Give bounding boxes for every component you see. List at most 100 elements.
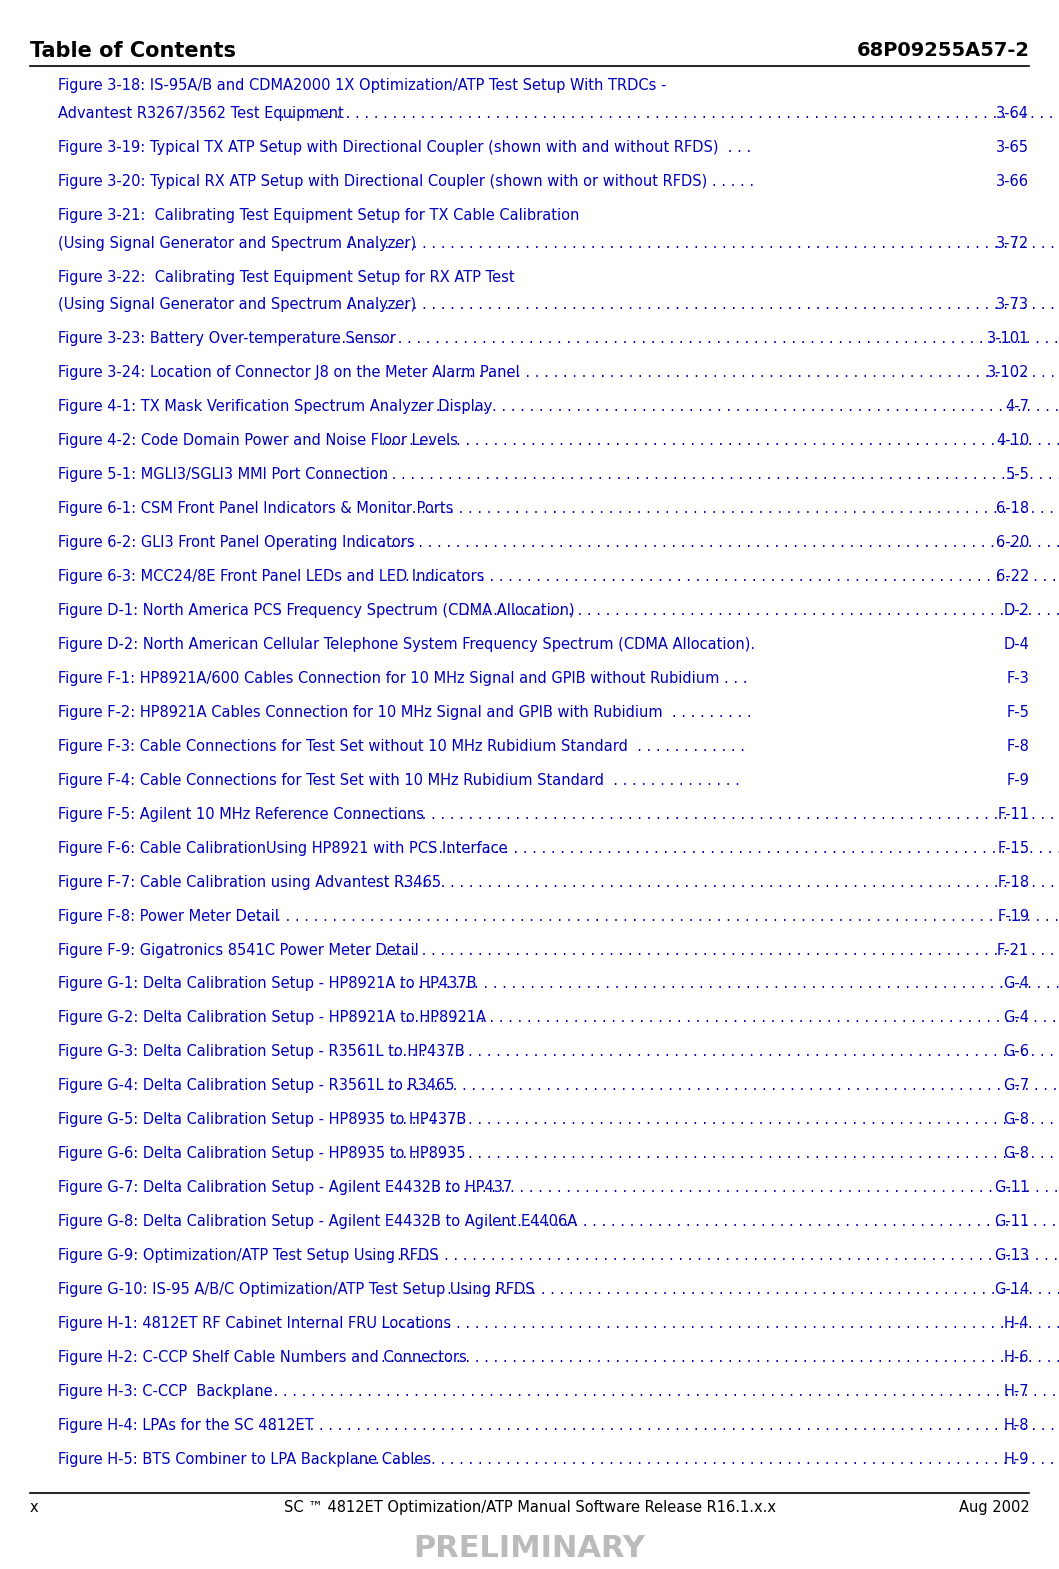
Text: Advantest R3267/3562 Test Equipment: Advantest R3267/3562 Test Equipment	[58, 107, 344, 121]
Text: Figure G-4: Delta Calibration Setup - R3561L to R3465: Figure G-4: Delta Calibration Setup - R3…	[58, 1078, 454, 1094]
Text: . . . . . . . . . . . . . . . . . . . . . . . . . . . . . . . . . . . . . . . . : . . . . . . . . . . . . . . . . . . . . …	[248, 908, 1059, 924]
Text: F-15: F-15	[998, 841, 1029, 855]
Text: H-7: H-7	[1004, 1384, 1029, 1400]
Text: . . . . . . . . . . . . . . . . . . . . . . . . . . . . . . . . . . . . . . . . : . . . . . . . . . . . . . . . . . . . . …	[357, 1451, 1059, 1467]
Text: Figure H-3: C-CCP  Backplane: Figure H-3: C-CCP Backplane	[58, 1384, 273, 1400]
Text: Figure H-5: BTS Combiner to LPA Backplane Cables: Figure H-5: BTS Combiner to LPA Backplan…	[58, 1451, 431, 1467]
Text: 3-102: 3-102	[987, 366, 1029, 380]
Text: F-3: F-3	[1007, 672, 1029, 686]
Text: . . . . . . . . . . . . . . . . . . . . . . . . . . . . . . . . . . . . . . . . : . . . . . . . . . . . . . . . . . . . . …	[393, 1045, 1059, 1059]
Text: Figure F-7: Cable Calibration using Advantest R3465: Figure F-7: Cable Calibration using Adva…	[58, 874, 442, 890]
Text: G-6: G-6	[1003, 1045, 1029, 1059]
Text: 3-66: 3-66	[997, 174, 1029, 188]
Text: F-9: F-9	[1006, 774, 1029, 788]
Text: Figure 3-24: Location of Connector J8 on the Meter Alarm Panel: Figure 3-24: Location of Connector J8 on…	[58, 366, 520, 380]
Text: . . . . . . . . . . . . . . . . . . . . . . . . . . . . . . . . . . . . . . . . : . . . . . . . . . . . . . . . . . . . . …	[369, 1249, 1059, 1263]
Text: H-8: H-8	[1004, 1418, 1029, 1432]
Text: Figure 6-1: CSM Front Panel Indicators & Monitor Ports: Figure 6-1: CSM Front Panel Indicators &…	[58, 501, 453, 516]
Text: Figure 3-21:  Calibrating Test Equipment Setup for TX Cable Calibration: Figure 3-21: Calibrating Test Equipment …	[58, 209, 579, 223]
Text: Figure G-3: Delta Calibration Setup - R3561L to HP437B: Figure G-3: Delta Calibration Setup - R3…	[58, 1045, 465, 1059]
Text: Figure G-8: Delta Calibration Setup - Agilent E4432B to Agilent E4406A: Figure G-8: Delta Calibration Setup - Ag…	[58, 1214, 577, 1229]
Text: Figure 3-23: Battery Over-temperature Sensor: Figure 3-23: Battery Over-temperature Se…	[58, 331, 396, 347]
Text: x: x	[30, 1500, 38, 1516]
Text: 6-22: 6-22	[995, 570, 1029, 584]
Text: Figure F-2: HP8921A Cables Connection for 10 MHz Signal and GPIB with Rubidium  : Figure F-2: HP8921A Cables Connection fo…	[58, 704, 752, 720]
Text: 3-73: 3-73	[997, 298, 1029, 312]
Text: 6-18: 6-18	[997, 501, 1029, 516]
Text: . . . . . . . . . . . . . . . . . . . . . . . . . . . . . . . . . . . . . . . . : . . . . . . . . . . . . . . . . . . . . …	[362, 535, 1059, 551]
Text: (Using Signal Generator and Spectrum Analyzer): (Using Signal Generator and Spectrum Ana…	[58, 235, 416, 251]
Text: Figure G-5: Delta Calibration Setup - HP8935 to HP437B: Figure G-5: Delta Calibration Setup - HP…	[58, 1112, 467, 1127]
Text: . . . . . . . . . . . . . . . . . . . . . . . . . . . . . . . . . . . . . . . . : . . . . . . . . . . . . . . . . . . . . …	[380, 1316, 1059, 1331]
Text: F-5: F-5	[1006, 704, 1029, 720]
Text: Figure 6-2: GLI3 Front Panel Operating Indicators: Figure 6-2: GLI3 Front Panel Operating I…	[58, 535, 415, 551]
Text: 3-101: 3-101	[987, 331, 1029, 347]
Text: . . . . . . . . . . . . . . . . . . . . . . . . . . . . . . . . . . . . . . . . : . . . . . . . . . . . . . . . . . . . . …	[380, 433, 1059, 449]
Text: . . . . . . . . . . . . . . . . . . . . . . . . . . . . . . . . . . . . . . . . : . . . . . . . . . . . . . . . . . . . . …	[272, 1418, 1059, 1432]
Text: . . . . . . . . . . . . . . . . . . . . . . . . . . . . . . . . . . . . . . . . : . . . . . . . . . . . . . . . . . . . . …	[405, 1010, 1059, 1026]
Text: . . . . . . . . . . . . . . . . . . . . . . . . . . . . . . . . . . . . . . . . : . . . . . . . . . . . . . . . . . . . . …	[357, 806, 1059, 822]
Text: Table of Contents: Table of Contents	[30, 41, 236, 61]
Text: . . . . . . . . . . . . . . . . . . . . . . . . . . . . . . . . . . . . . . . . : . . . . . . . . . . . . . . . . . . . . …	[357, 943, 1059, 957]
Text: . . . . . . . . . . . . . . . . . . . . . . . . . . . . . . . . . . . . . . . . : . . . . . . . . . . . . . . . . . . . . …	[435, 1180, 1059, 1196]
Text: Figure H-2: C-CCP Shelf Cable Numbers and Connectors: Figure H-2: C-CCP Shelf Cable Numbers an…	[58, 1349, 467, 1365]
Text: . . . . . . . . . . . . . . . . . . . . . . . . . . . . . . . . . . . . . . . . : . . . . . . . . . . . . . . . . . . . . …	[405, 570, 1059, 584]
Text: Figure G-2: Delta Calibration Setup - HP8921A to HP8921A: Figure G-2: Delta Calibration Setup - HP…	[58, 1010, 486, 1026]
Text: 6-20: 6-20	[995, 535, 1029, 551]
Text: PRELIMINARY: PRELIMINARY	[414, 1534, 645, 1563]
Text: Figure G-7: Delta Calibration Setup - Agilent E4432B to HP437: Figure G-7: Delta Calibration Setup - Ag…	[58, 1180, 513, 1196]
Text: . . . . . . . . . . . . . . . . . . . . . . . . . . . . . . . . . . . . . . . . : . . . . . . . . . . . . . . . . . . . . …	[380, 1349, 1059, 1365]
Text: Figure F-6: Cable CalibrationUsing HP8921 with PCS Interface: Figure F-6: Cable CalibrationUsing HP892…	[58, 841, 508, 855]
Text: Figure H-4: LPAs for the SC 4812ET: Figure H-4: LPAs for the SC 4812ET	[58, 1418, 313, 1432]
Text: . . . . . . . . . . . . . . . . . . . . . . . . . . . . . . . . . . . . . . . . : . . . . . . . . . . . . . . . . . . . . …	[447, 1282, 1059, 1298]
Text: Figure F-5: Agilent 10 MHz Reference Connections: Figure F-5: Agilent 10 MHz Reference Con…	[58, 806, 425, 822]
Text: Figure G-6: Delta Calibration Setup - HP8935 to HP8935: Figure G-6: Delta Calibration Setup - HP…	[58, 1147, 466, 1161]
Text: H-9: H-9	[1004, 1451, 1029, 1467]
Text: G-8: G-8	[1003, 1112, 1029, 1127]
Text: Figure 4-2: Code Domain Power and Noise Floor Levels: Figure 4-2: Code Domain Power and Noise …	[58, 433, 459, 449]
Text: 3-65: 3-65	[997, 140, 1029, 155]
Text: G-8: G-8	[1003, 1147, 1029, 1161]
Text: Figure 6-3: MCC24/8E Front Panel LEDs and LED Indicators: Figure 6-3: MCC24/8E Front Panel LEDs an…	[58, 570, 485, 584]
Text: Figure F-8: Power Meter Detail: Figure F-8: Power Meter Detail	[58, 908, 280, 924]
Text: 5-5: 5-5	[1005, 468, 1029, 482]
Text: . . . . . . . . . . . . . . . . . . . . . . . . . . . . . . . . . . . . . . . . : . . . . . . . . . . . . . . . . . . . . …	[236, 1384, 1056, 1400]
Text: . . . . . . . . . . . . . . . . . . . . . . . . . . . . . . . . . . . . . . . . : . . . . . . . . . . . . . . . . . . . . …	[429, 841, 1059, 855]
Text: Figure G-10: IS-95 A/B/C Optimization/ATP Test Setup Using RFDS: Figure G-10: IS-95 A/B/C Optimization/AT…	[58, 1282, 535, 1298]
Text: Figure D-1: North America PCS Frequency Spectrum (CDMA Allocation): Figure D-1: North America PCS Frequency …	[58, 602, 575, 618]
Text: . . . . . . . . . . . . . . . . . . . . . . . . . . . . . . . . . . . . . . . . : . . . . . . . . . . . . . . . . . . . . …	[387, 1078, 1059, 1094]
Text: (Using Signal Generator and Spectrum Analyzer): (Using Signal Generator and Spectrum Ana…	[58, 298, 416, 312]
Text: . . . . . . . . . . . . . . . . . . . . . . . . . . . . . . . . . . . . . . . . : . . . . . . . . . . . . . . . . . . . . …	[489, 1214, 1059, 1229]
Text: . . . . . . . . . . . . . . . . . . . . . . . . . . . . . . . . . . . . . . . . : . . . . . . . . . . . . . . . . . . . . …	[346, 298, 1059, 312]
Text: Figure 5-1: MGLI3/SGLI3 MMI Port Connection: Figure 5-1: MGLI3/SGLI3 MMI Port Connect…	[58, 468, 389, 482]
Text: . . . . . . . . . . . . . . . . . . . . . . . . . . . . . . . . . . . . . . . . : . . . . . . . . . . . . . . . . . . . . …	[346, 235, 1059, 251]
Text: SC ™ 4812ET Optimization/ATP Manual Software Release R16.1.x.x: SC ™ 4812ET Optimization/ATP Manual Soft…	[284, 1500, 775, 1516]
Text: . . . . . . . . . . . . . . . . . . . . . . . . . . . . . . . . . . . . . . . . : . . . . . . . . . . . . . . . . . . . . …	[280, 107, 1059, 121]
Text: F-11: F-11	[998, 806, 1029, 822]
Text: F-8: F-8	[1006, 739, 1029, 753]
Text: . . . . . . . . . . . . . . . . . . . . . . . . . . . . . . . . . . . . . . . . : . . . . . . . . . . . . . . . . . . . . …	[393, 1112, 1059, 1127]
Text: F-21: F-21	[998, 943, 1029, 957]
Text: Aug 2002: Aug 2002	[958, 1500, 1029, 1516]
Text: G-13: G-13	[994, 1249, 1029, 1263]
Text: G-11: G-11	[994, 1180, 1029, 1196]
Text: . . . . . . . . . . . . . . . . . . . . . . . . . . . . . . . . . . . . . . . . : . . . . . . . . . . . . . . . . . . . . …	[441, 366, 1059, 380]
Text: Figure D-2: North American Cellular Telephone System Frequency Spectrum (CDMA Al: Figure D-2: North American Cellular Tele…	[58, 637, 755, 651]
Text: Figure 3-18: IS-95A/B and CDMA2000 1X Optimization/ATP Test Setup With TRDCs -: Figure 3-18: IS-95A/B and CDMA2000 1X Op…	[58, 78, 666, 94]
Text: Figure 3-19: Typical TX ATP Setup with Directional Coupler (shown with and witho: Figure 3-19: Typical TX ATP Setup with D…	[58, 140, 752, 155]
Text: 4-10: 4-10	[997, 433, 1029, 449]
Text: D-4: D-4	[1004, 637, 1029, 651]
Text: G-4: G-4	[1003, 976, 1029, 992]
Text: D-2: D-2	[1003, 602, 1029, 618]
Text: G-4: G-4	[1003, 1010, 1029, 1026]
Text: Figure G-1: Delta Calibration Setup - HP8921A to HP437B: Figure G-1: Delta Calibration Setup - HP…	[58, 976, 477, 992]
Text: . . . . . . . . . . . . . . . . . . . . . . . . . . . . . . . . . . . . . . . . : . . . . . . . . . . . . . . . . . . . . …	[465, 602, 1059, 618]
Text: 3-64: 3-64	[997, 107, 1029, 121]
Text: Figure 4-1: TX Mask Verification Spectrum Analyzer Display: Figure 4-1: TX Mask Verification Spectru…	[58, 399, 492, 414]
Text: . . . . . . . . . . . . . . . . . . . . . . . . . . . . . . . . . . . . . . . . : . . . . . . . . . . . . . . . . . . . . …	[398, 976, 1059, 992]
Text: 4-7: 4-7	[1005, 399, 1029, 414]
Text: . . . . . . . . . . . . . . . . . . . . . . . . . . . . . . . . . . . . . . . . : . . . . . . . . . . . . . . . . . . . . …	[375, 874, 1059, 890]
Text: Figure F-3: Cable Connections for Test Set without 10 MHz Rubidium Standard  . .: Figure F-3: Cable Connections for Test S…	[58, 739, 746, 753]
Text: Figure 3-22:  Calibrating Test Equipment Setup for RX ATP Test: Figure 3-22: Calibrating Test Equipment …	[58, 270, 515, 284]
Text: Figure 3-20: Typical RX ATP Setup with Directional Coupler (shown with or withou: Figure 3-20: Typical RX ATP Setup with D…	[58, 174, 754, 188]
